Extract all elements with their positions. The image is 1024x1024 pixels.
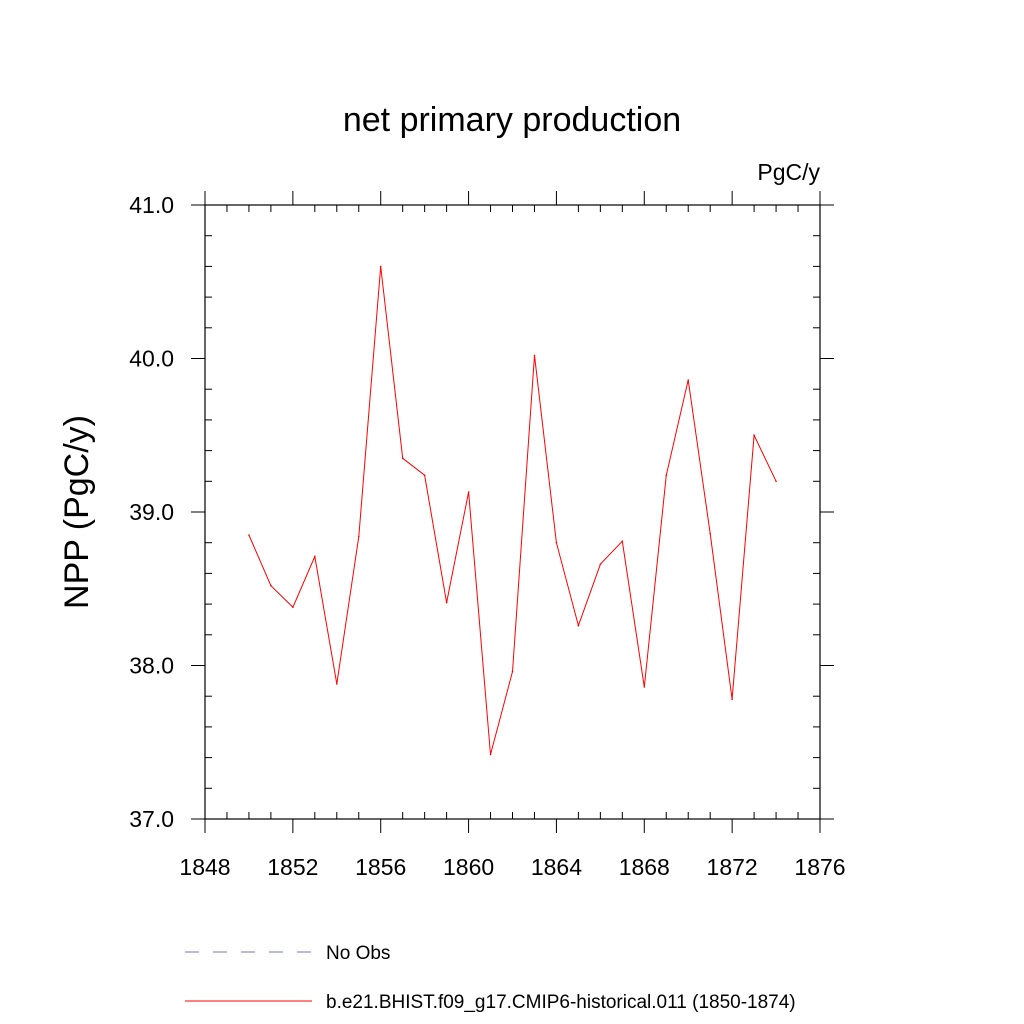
data-point (753, 434, 755, 437)
data-point (314, 555, 316, 558)
data-point (665, 474, 668, 476)
data-point (621, 540, 624, 542)
data-point (599, 563, 602, 565)
x-tick-label: 1848 (179, 854, 230, 880)
data-point (511, 670, 514, 673)
data-point (489, 753, 492, 756)
data-point (379, 265, 382, 268)
legend-label: b.e21.BHIST.f09_g17.CMIP6-historical.011… (326, 992, 796, 1013)
data-point (292, 606, 294, 608)
series-line (248, 266, 777, 755)
tick-labels: 1848 1852 1856 1860 1864 1868 1872 1876 37.0 38.0… (129, 192, 845, 880)
x-tick-label: 1876 (794, 854, 845, 880)
y-tick-label: 39.0 (129, 499, 174, 525)
legend: No Obs b.e21.BHIST.f09_g17.CMIP6-historic… (185, 943, 796, 1013)
x-tick-label: 1872 (707, 854, 758, 880)
y-tick-label: 40.0 (129, 346, 174, 372)
y-tick-label: 37.0 (129, 806, 174, 832)
data-point (577, 624, 580, 627)
x-tick-label: 1864 (531, 854, 582, 880)
axis-ticks (191, 191, 834, 833)
plot-frame (204, 204, 821, 820)
data-point (401, 457, 404, 460)
x-tick-label: 1852 (267, 854, 318, 880)
y-axis-label: NPP (PgC/y) (58, 415, 96, 609)
data-point (533, 354, 536, 357)
data-point (335, 683, 338, 685)
y-tick-label: 38.0 (129, 653, 174, 679)
y-tick-label: 41.0 (129, 192, 174, 218)
data-point (731, 698, 733, 701)
data-point (467, 491, 470, 493)
data-point (555, 541, 558, 544)
data-point (687, 379, 690, 381)
data-point (643, 686, 646, 688)
series-layer (248, 265, 777, 756)
chart-title: net primary production (343, 101, 681, 139)
legend-label: No Obs (326, 943, 390, 964)
x-tick-label: 1860 (443, 854, 494, 880)
data-point (709, 532, 711, 535)
x-tick-label: 1856 (355, 854, 406, 880)
data-point (775, 480, 777, 483)
data-point (248, 534, 250, 536)
data-point (423, 474, 426, 476)
x-tick-label: 1868 (619, 854, 670, 880)
data-point (357, 535, 360, 538)
data-point (270, 584, 272, 587)
data-point (445, 601, 448, 604)
units-label: PgC/y (757, 159, 820, 185)
